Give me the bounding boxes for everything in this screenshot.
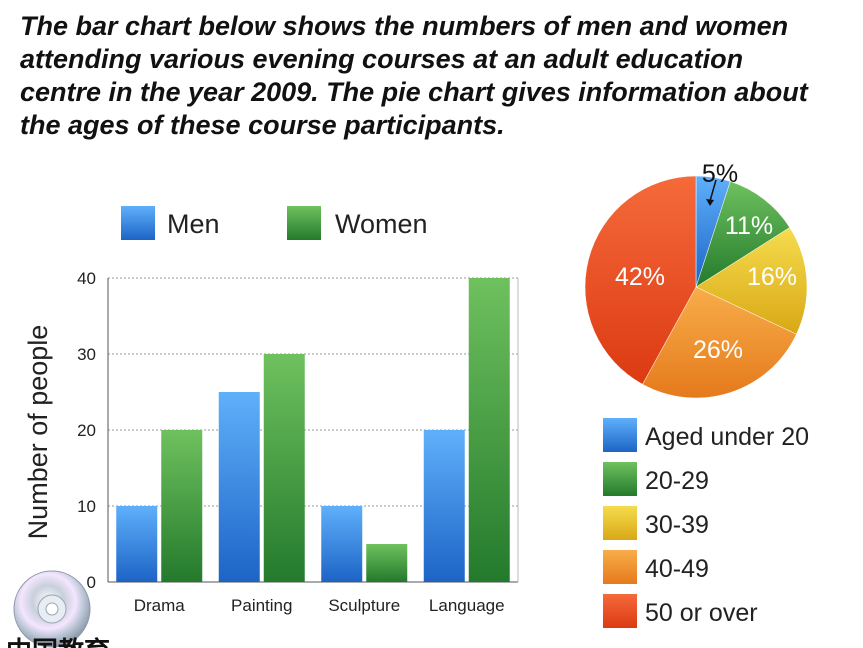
y-axis-title: Number of people	[23, 325, 53, 540]
bar-men-language	[423, 430, 465, 582]
x-tick-label-drama: Drama	[134, 596, 186, 615]
pie-slice-50-over	[584, 175, 697, 385]
y-tick-label-0: 0	[87, 573, 96, 592]
legend-label-40-49: 40-49	[645, 555, 709, 583]
page-title: The bar chart below shows the numbers of…	[20, 10, 860, 142]
legend-label-50-over: 50 or over	[645, 599, 758, 627]
legend-swatch-50-over	[603, 594, 637, 628]
y-tick-label-30: 30	[77, 345, 96, 364]
y-tick-label-20: 20	[77, 421, 96, 440]
pie-label-50-over: 42%	[615, 263, 665, 291]
x-tick-label-painting: Painting	[231, 596, 292, 615]
x-tick-label-language: Language	[429, 596, 505, 615]
y-tick-label-10: 10	[77, 497, 96, 516]
legend-women-label: Women	[335, 209, 428, 239]
pie-callout-arrow	[709, 179, 717, 202]
legend-label-30-39: 30-39	[645, 511, 709, 539]
bar-women-drama	[161, 430, 203, 582]
y-tick-label-40: 40	[77, 269, 96, 288]
pie-chart-labels: 5% 11% 16% 26% 42%	[615, 160, 797, 364]
legend-men-label: Men	[167, 209, 220, 239]
cd-disc-logo	[13, 570, 91, 648]
bar-men-sculpture	[321, 506, 363, 582]
pie-label-20-29: 11%	[725, 212, 773, 240]
legend-swatch-30-39	[603, 506, 637, 540]
pie-label-under-20: 5%	[702, 160, 738, 188]
heading-line-1: The bar chart below shows the numbers of…	[20, 11, 789, 41]
pie-slice-20-29	[695, 181, 791, 288]
pie-chart	[584, 175, 808, 399]
legend-swatch-20-29	[603, 462, 637, 496]
legend-men-swatch	[121, 206, 155, 240]
x-tick-label-sculpture: Sculpture	[328, 596, 400, 615]
bar-chart-x-ticks: Drama Painting Sculpture Language	[134, 596, 505, 615]
pie-chart-legend: Aged under 20 20-29 30-39 40-49 50 or over	[603, 418, 809, 628]
pie-label-40-49: 26%	[693, 336, 743, 364]
bar-women-language	[468, 278, 510, 582]
pie-label-30-39: 16%	[747, 263, 797, 291]
pie-callout-arrowhead	[706, 199, 714, 206]
bar-men-drama	[116, 506, 158, 582]
watermark-text: 中国教育	[6, 636, 110, 648]
pie-slice-30-39	[695, 227, 808, 335]
bar-women-sculpture	[366, 544, 408, 582]
heading-line-3: centre in the year 2009. The pie chart g…	[20, 77, 808, 107]
legend-swatch-under-20	[603, 418, 637, 452]
legend-label-under-20: Aged under 20	[645, 423, 809, 451]
heading-line-2: attending various evening courses at an …	[20, 44, 744, 74]
legend-women-swatch	[287, 206, 321, 240]
bar-women-painting	[263, 354, 305, 582]
legend-label-20-29: 20-29	[645, 467, 709, 495]
bar-men-painting	[218, 392, 260, 582]
bar-chart-y-ticks: 0 10 20 30 40	[77, 269, 96, 592]
heading-line-4: the ages of these course participants.	[20, 110, 505, 140]
bar-chart-bars	[116, 278, 510, 582]
legend-swatch-40-49	[603, 550, 637, 584]
